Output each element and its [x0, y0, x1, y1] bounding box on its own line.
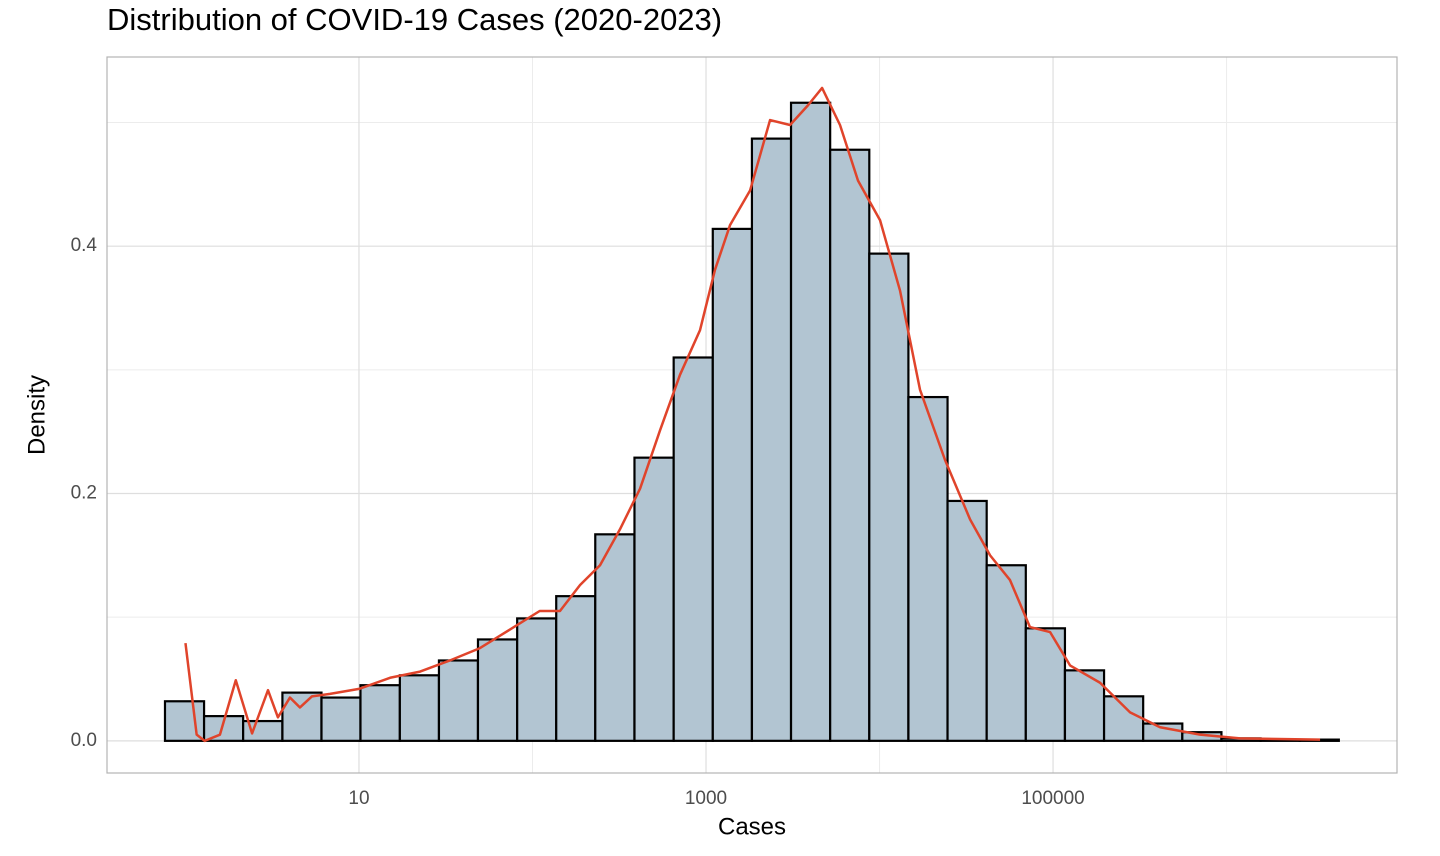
- bar: [789, 101, 832, 742]
- bar: [516, 617, 558, 742]
- bar: [750, 137, 793, 742]
- bar: [633, 456, 675, 742]
- bar: [594, 533, 636, 742]
- bar: [946, 499, 988, 742]
- x-tick-label: 1000: [685, 788, 727, 809]
- bar: [1142, 722, 1184, 742]
- bar: [829, 148, 871, 742]
- bar: [711, 227, 754, 742]
- bar: [359, 684, 401, 742]
- y-axis-label: Density: [23, 375, 50, 455]
- x-axis-label: Cases: [718, 813, 786, 840]
- bar: [555, 595, 597, 742]
- y-tick-label: 0.2: [71, 483, 97, 504]
- y-tick-label: 0.0: [71, 730, 97, 751]
- y-tick-label: 0.4: [71, 235, 98, 256]
- x-tick-label: 100000: [1021, 788, 1084, 809]
- bar: [672, 356, 714, 742]
- bar: [437, 659, 480, 742]
- x-tick-label: 10: [348, 788, 369, 809]
- bar: [907, 395, 949, 742]
- bar: [868, 252, 910, 742]
- bar: [398, 674, 441, 742]
- bar: [476, 638, 519, 742]
- plot-border: [106, 56, 1398, 774]
- density-line: [184, 86, 1321, 743]
- chart-title: Distribution of COVID-19 Cases (2020-202…: [107, 2, 722, 37]
- bar: [1102, 695, 1145, 742]
- bar: [985, 564, 1027, 742]
- bar: [320, 696, 362, 742]
